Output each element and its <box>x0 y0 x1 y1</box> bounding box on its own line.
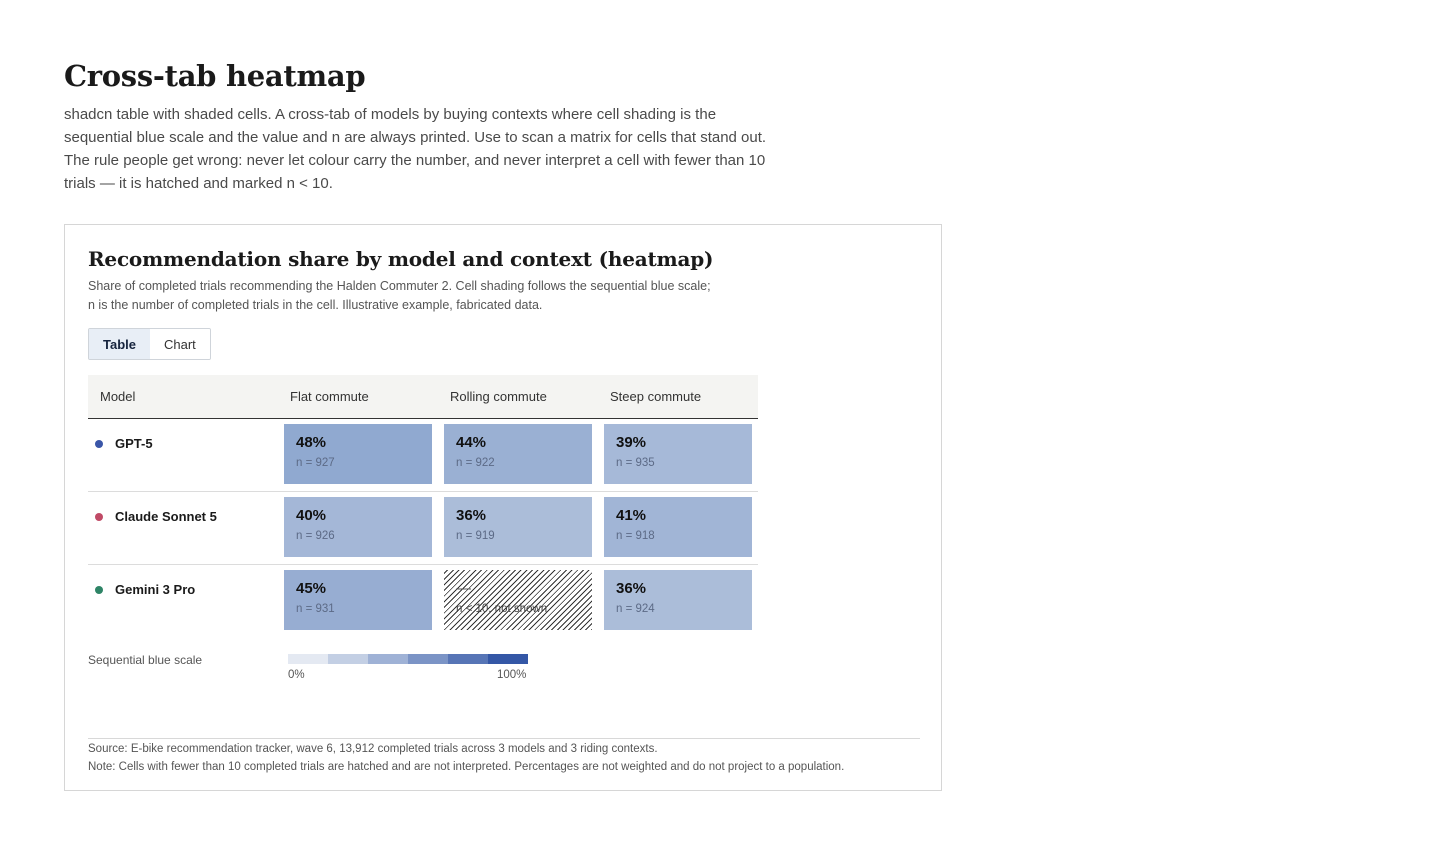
cell-value: 41% <box>616 507 647 524</box>
heatmap-cell[interactable]: 36% n = 919 <box>444 497 592 557</box>
legend-max-label: 100% <box>497 669 527 681</box>
table-row: GPT-5 48% n = 927 44% n = 922 39% n = 93… <box>88 419 758 492</box>
view-toggle: Table Chart <box>88 328 211 360</box>
legend-scale-bar <box>288 654 528 664</box>
cell-n: n = 924 <box>616 603 655 615</box>
legend-swatch <box>448 654 488 664</box>
cell-value: 44% <box>456 434 487 451</box>
suppressed-cell[interactable]: — n < 10, not shown <box>444 570 592 630</box>
legend-swatch <box>408 654 448 664</box>
column-header-flat-commute: Flat commute <box>290 389 369 404</box>
model-label: GPT-5 <box>95 436 153 451</box>
heatmap-cell[interactable]: 41% n = 918 <box>604 497 752 557</box>
heatmap-cell[interactable]: 45% n = 931 <box>284 570 432 630</box>
card-title: Recommendation share by model and contex… <box>88 247 714 271</box>
footer-divider <box>88 738 920 739</box>
card-subtitle-line-2: n is the number of completed trials in t… <box>88 298 543 312</box>
cell-n: n < 10, not shown <box>456 603 548 615</box>
legend-swatch <box>488 654 528 664</box>
model-name: Gemini 3 Pro <box>115 582 196 597</box>
legend-label: Sequential blue scale <box>88 653 203 667</box>
cell-value: — <box>456 580 471 597</box>
legend-min-label: 0% <box>288 669 305 681</box>
cell-n: n = 918 <box>616 530 655 542</box>
legend-swatch <box>368 654 408 664</box>
heatmap-table: Model Flat commute Rolling commute Steep… <box>88 375 758 637</box>
model-name: GPT-5 <box>115 436 153 451</box>
heatmap-cell[interactable]: 36% n = 924 <box>604 570 752 630</box>
source-note: Source: E-bike recommendation tracker, w… <box>88 743 658 755</box>
cell-value: 39% <box>616 434 647 451</box>
tab-table[interactable]: Table <box>89 329 150 359</box>
cell-n: n = 919 <box>456 530 495 542</box>
cell-value: 36% <box>456 507 487 524</box>
model-label: Gemini 3 Pro <box>95 582 195 597</box>
footnote: Note: Cells with fewer than 10 completed… <box>88 761 845 773</box>
cell-value: 36% <box>616 580 647 597</box>
cell-value: 45% <box>296 580 327 597</box>
cell-n: n = 931 <box>296 603 335 615</box>
heatmap-cell[interactable]: 48% n = 927 <box>284 424 432 484</box>
legend-swatch <box>328 654 368 664</box>
model-dot-icon <box>95 585 103 594</box>
tab-chart[interactable]: Chart <box>150 329 210 359</box>
page-title: Cross-tab heatmap <box>64 59 366 93</box>
table-row: Claude Sonnet 5 40% n = 926 36% n = 919 … <box>88 492 758 565</box>
model-dot-icon <box>95 512 103 521</box>
legend-swatch <box>288 654 328 664</box>
cell-value: 40% <box>296 507 327 524</box>
model-dot-icon <box>95 439 103 448</box>
column-header-steep-commute: Steep commute <box>610 389 702 404</box>
column-header-rolling-commute: Rolling commute <box>450 389 547 404</box>
column-header-model: Model <box>100 389 136 404</box>
cell-value: 48% <box>296 434 327 451</box>
cell-n: n = 922 <box>456 457 495 469</box>
heatmap-card: Recommendation share by model and contex… <box>64 224 942 791</box>
card-subtitle: Share of completed trials recommending t… <box>88 277 788 315</box>
model-name: Claude Sonnet 5 <box>115 509 217 524</box>
table-header-row: Model Flat commute Rolling commute Steep… <box>88 375 758 419</box>
heatmap-cell[interactable]: 40% n = 926 <box>284 497 432 557</box>
table-row: Gemini 3 Pro 45% n = 931 — n < 10, not s… <box>88 565 758 637</box>
cell-n: n = 935 <box>616 457 655 469</box>
heatmap-cell[interactable]: 39% n = 935 <box>604 424 752 484</box>
heatmap-cell[interactable]: 44% n = 922 <box>444 424 592 484</box>
card-subtitle-line-1: Share of completed trials recommending t… <box>88 279 711 293</box>
cell-n: n = 926 <box>296 530 335 542</box>
model-label: Claude Sonnet 5 <box>95 509 217 524</box>
page-intro: shadcn table with shaded cells. A cross-… <box>64 106 767 192</box>
cell-n: n = 927 <box>296 457 335 469</box>
